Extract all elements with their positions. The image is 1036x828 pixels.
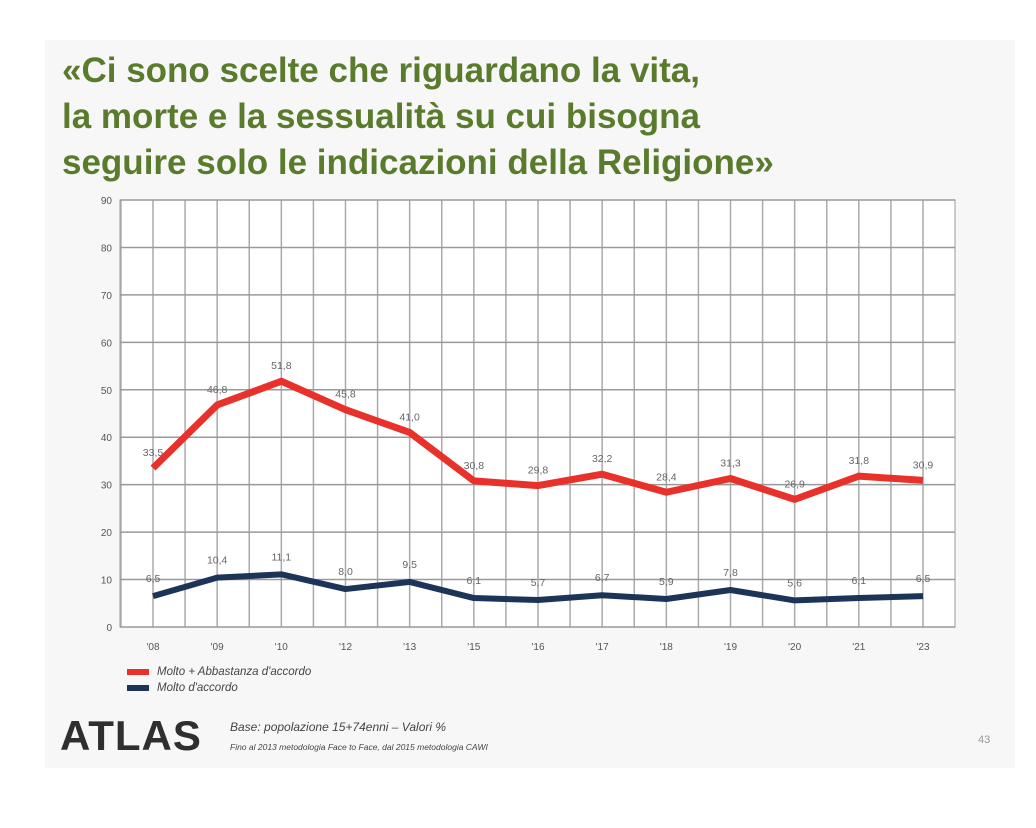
y-tick-label: 60 [101, 338, 113, 349]
data-label: 10,4 [207, 555, 228, 567]
x-tick-label: '12 [339, 642, 352, 653]
data-label: 51,8 [271, 360, 292, 372]
y-tick-label: 30 [101, 481, 113, 492]
data-label: 30,9 [913, 459, 934, 471]
data-label: 31,8 [849, 455, 870, 467]
y-tick-label: 90 [101, 196, 113, 207]
data-label: 5,9 [659, 576, 674, 588]
legend-label: Molto d'accordo [157, 682, 238, 694]
x-tick-label: '13 [403, 642, 416, 653]
atlas-logo: ATLAS [60, 712, 202, 759]
base-note: Base: popolazione 15+74enni – Valori % [230, 720, 447, 734]
data-label: 7,8 [723, 567, 738, 579]
y-tick-label: 0 [106, 623, 112, 634]
y-tick-label: 10 [101, 576, 113, 587]
y-tick-label: 20 [101, 528, 113, 539]
data-label: 9,5 [402, 559, 417, 571]
y-tick-label: 40 [101, 433, 113, 444]
x-tick-label: '16 [531, 642, 544, 653]
x-tick-label: '23 [916, 642, 929, 653]
data-label: 33,5 [143, 447, 164, 459]
data-label: 45,8 [335, 389, 356, 401]
data-label: 30,8 [464, 460, 485, 472]
data-label: 5,6 [787, 577, 802, 589]
title-line: la morte e la sessualità su cui bisogna [62, 97, 701, 136]
data-label: 6,5 [916, 573, 931, 585]
x-tick-label: '08 [146, 642, 159, 653]
x-tick-label: '17 [596, 642, 609, 653]
data-label: 31,3 [720, 457, 741, 469]
x-tick-label: '18 [660, 642, 673, 653]
legend-item-molto: Molto d'accordo [127, 682, 238, 694]
data-label: 6,5 [146, 573, 161, 585]
data-label: 8,0 [338, 566, 353, 578]
data-label: 41,0 [399, 411, 420, 423]
slide-title: «Ci sono scelte che riguardano la vita, … [62, 48, 962, 186]
page-number: 43 [978, 734, 991, 746]
legend-swatch [127, 669, 149, 675]
x-tick-label: '09 [211, 642, 224, 653]
y-tick-label: 70 [101, 291, 113, 302]
y-tick-label: 80 [101, 243, 113, 254]
data-label: 6,1 [852, 575, 867, 587]
data-label: 28,4 [656, 471, 677, 483]
data-label: 6,1 [467, 575, 482, 587]
data-label: 29,8 [528, 465, 549, 477]
legend-label: Molto + Abbastanza d'accordo [157, 666, 312, 678]
methodology-note: Fino al 2013 metodologia Face to Face, d… [230, 742, 488, 752]
legend-item-total: Molto + Abbastanza d'accordo [127, 666, 311, 678]
x-tick-label: '15 [467, 642, 480, 653]
data-label: 26,9 [784, 478, 805, 490]
data-label: 46,8 [207, 384, 228, 396]
x-tick-label: '10 [275, 642, 288, 653]
x-tick-label: '20 [788, 642, 801, 653]
data-label: 32,2 [592, 453, 613, 465]
data-label: 6,7 [595, 572, 610, 584]
x-tick-label: '19 [724, 642, 737, 653]
data-label: 5,7 [531, 577, 546, 589]
title-line: «Ci sono scelte che riguardano la vita, [62, 51, 700, 90]
title-line: seguire solo le indicazioni della Religi… [62, 143, 774, 182]
x-tick-label: '21 [852, 642, 865, 653]
legend-swatch [127, 685, 149, 691]
data-label: 11,1 [271, 551, 291, 563]
y-tick-label: 50 [101, 386, 113, 397]
